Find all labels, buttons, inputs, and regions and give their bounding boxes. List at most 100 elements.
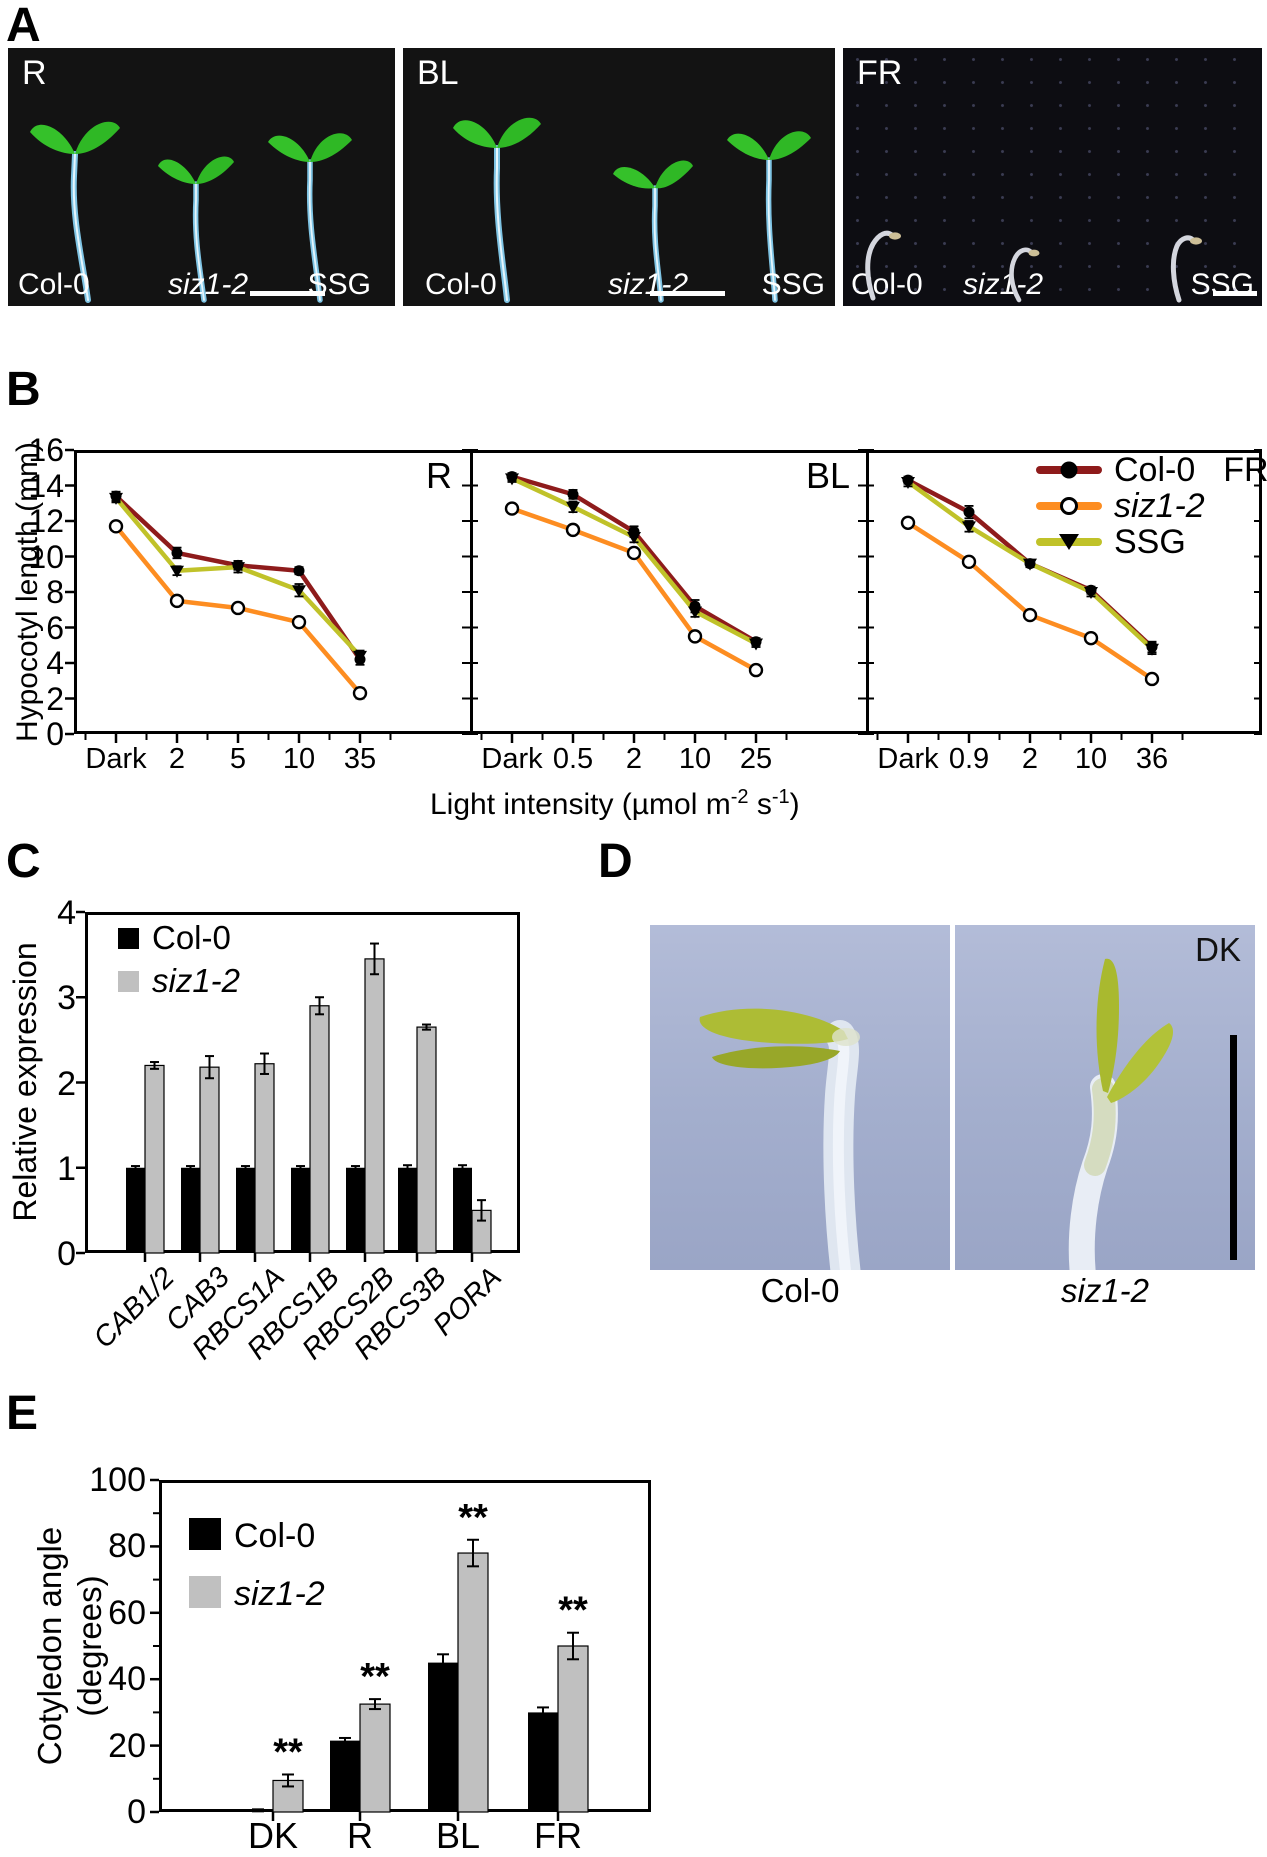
col0-hook-illustration	[699, 1008, 861, 1270]
data-marker-triangle	[1145, 643, 1159, 656]
legend-line-col0	[1036, 461, 1102, 479]
scale-bar	[250, 291, 325, 296]
data-marker-triangle	[505, 473, 519, 486]
b-x-tick-label: 0.5	[552, 743, 594, 775]
data-marker-open-circle	[291, 614, 307, 630]
bar-Col-0	[346, 1167, 365, 1253]
legend-line-siz12	[1036, 497, 1102, 515]
data-marker-filled-circle	[963, 506, 975, 518]
data-marker-open-circle	[352, 685, 368, 701]
light-condition-label-r: R	[22, 54, 47, 92]
b-y-tick-label: 0	[46, 716, 64, 752]
b-x-tick-label: Dark	[877, 743, 939, 775]
data-marker-triangle	[901, 476, 915, 489]
bar-siz1-2	[309, 1005, 330, 1254]
data-marker-triangle	[627, 531, 641, 544]
panel-a-letter: A	[6, 0, 41, 52]
data-marker-open-circle	[626, 545, 642, 561]
data-marker-open-circle	[108, 519, 124, 534]
bar-Col-0	[236, 1167, 255, 1253]
data-marker-triangle	[688, 606, 702, 619]
data-marker-filled-circle	[171, 547, 183, 559]
panel-d-letter: D	[598, 835, 633, 888]
data-marker-open-circle	[565, 522, 581, 538]
bar-siz1-2	[457, 1552, 489, 1813]
data-marker-open-circle	[687, 629, 703, 644]
triangle-down-icon	[1059, 534, 1079, 550]
panel-e-letter: E	[6, 1387, 39, 1440]
c-legend-label-siz12: siz1-2	[152, 962, 241, 999]
data-marker-triangle	[962, 521, 976, 534]
data-marker-triangle	[292, 585, 306, 598]
bar-Col-0	[126, 1167, 145, 1253]
siz12-open-illustration	[1068, 958, 1173, 1270]
chart-b-red	[65, 448, 470, 743]
b-subplot-label-fr: FR	[1223, 450, 1267, 489]
data-marker-open-circle	[230, 600, 246, 616]
legend-label-ssg: SSG	[1114, 522, 1186, 561]
e-y-tick-label: 100	[89, 1461, 146, 1499]
bar-Col-0	[398, 1167, 417, 1253]
bar-siz1-2	[144, 1064, 165, 1254]
e-legend-label-col0: Col-0	[234, 1517, 316, 1555]
b-y-tick-label: 16	[28, 432, 64, 468]
bar-Col-0	[453, 1167, 472, 1253]
legend-row-col0: Col-0 FR	[1036, 450, 1267, 489]
filled-circle-icon	[1060, 461, 1078, 479]
bar-siz1-2	[359, 1703, 391, 1813]
bar-Col-0	[291, 1167, 310, 1253]
b-y-tick-label: 2	[46, 680, 64, 717]
data-marker-open-circle	[1022, 607, 1038, 623]
legend-line-ssg	[1036, 534, 1102, 550]
legend-label-siz12: siz1-2	[1114, 486, 1205, 525]
b-x-tick-label: 35	[343, 743, 377, 775]
legend-row-ssg: SSG	[1036, 522, 1186, 561]
panel-b-letter: B	[6, 363, 41, 416]
seedlings-blue-light-illustration	[453, 117, 811, 303]
bar-siz1-2	[416, 1026, 437, 1254]
e-x-category-label: FR	[534, 1815, 582, 1856]
photo-blue-light: BL Col-0 siz1-2 SSG	[403, 48, 835, 306]
data-marker-triangle	[170, 565, 184, 578]
chart-c-expression	[76, 910, 492, 1262]
b-x-tick-label: Dark	[481, 743, 543, 775]
scale-bar	[650, 291, 725, 296]
light-condition-label-bl: BL	[417, 54, 459, 92]
data-marker-open-circle	[1144, 671, 1160, 687]
panel-c-letter: C	[6, 835, 41, 888]
chart-e-cotyledon-angle: ** ** ** **	[150, 1478, 589, 1821]
scale-bar	[1230, 1035, 1237, 1260]
e-y-tick-label: 0	[127, 1793, 146, 1831]
c-y-tick-label: 3	[57, 979, 76, 1018]
b-y-tick-label: 14	[28, 467, 64, 504]
c-legend-label-col0: Col-0	[152, 919, 231, 956]
genotype-label-col0: Col-0	[18, 268, 90, 301]
seedlings-red-light-illustration	[30, 121, 352, 303]
b-x-title-part: )	[789, 788, 800, 821]
e-y-tick-label: 40	[108, 1660, 146, 1699]
legend-swatch-siz12	[189, 1576, 221, 1608]
c-y-tick-label: 2	[57, 1064, 76, 1103]
legend-swatch-col0	[118, 928, 139, 949]
d-photo-label-col0: Col-0	[760, 1272, 840, 1309]
legend-label-col0: Col-0	[1114, 450, 1196, 489]
b-x-title-part: s	[748, 788, 772, 821]
legend-row-siz12: siz1-2	[1036, 486, 1205, 525]
b-subplot-label-r: R	[426, 455, 452, 496]
chart-b-far-red	[866, 449, 1262, 743]
data-marker-triangle	[353, 650, 367, 663]
data-marker-triangle	[566, 501, 580, 514]
chart-b-blue	[470, 449, 866, 743]
b-x-tick-label: Dark	[85, 743, 147, 775]
data-marker-open-circle	[169, 593, 185, 609]
open-circle-icon	[1060, 497, 1078, 515]
seedlings-far-red-illustration	[865, 230, 1202, 303]
b-x-tick-label: 10	[678, 743, 712, 775]
bar-Col-0	[330, 1740, 360, 1812]
data-marker-open-circle	[900, 515, 916, 530]
photo-far-red-light: FR Col-0 siz1-2 SSG	[843, 48, 1262, 306]
significance-stars: **	[558, 1590, 588, 1632]
b-x-tick-label: 36	[1135, 743, 1169, 775]
significance-stars: **	[360, 1656, 390, 1698]
d-photo-label-siz12: siz1-2	[1060, 1272, 1150, 1309]
